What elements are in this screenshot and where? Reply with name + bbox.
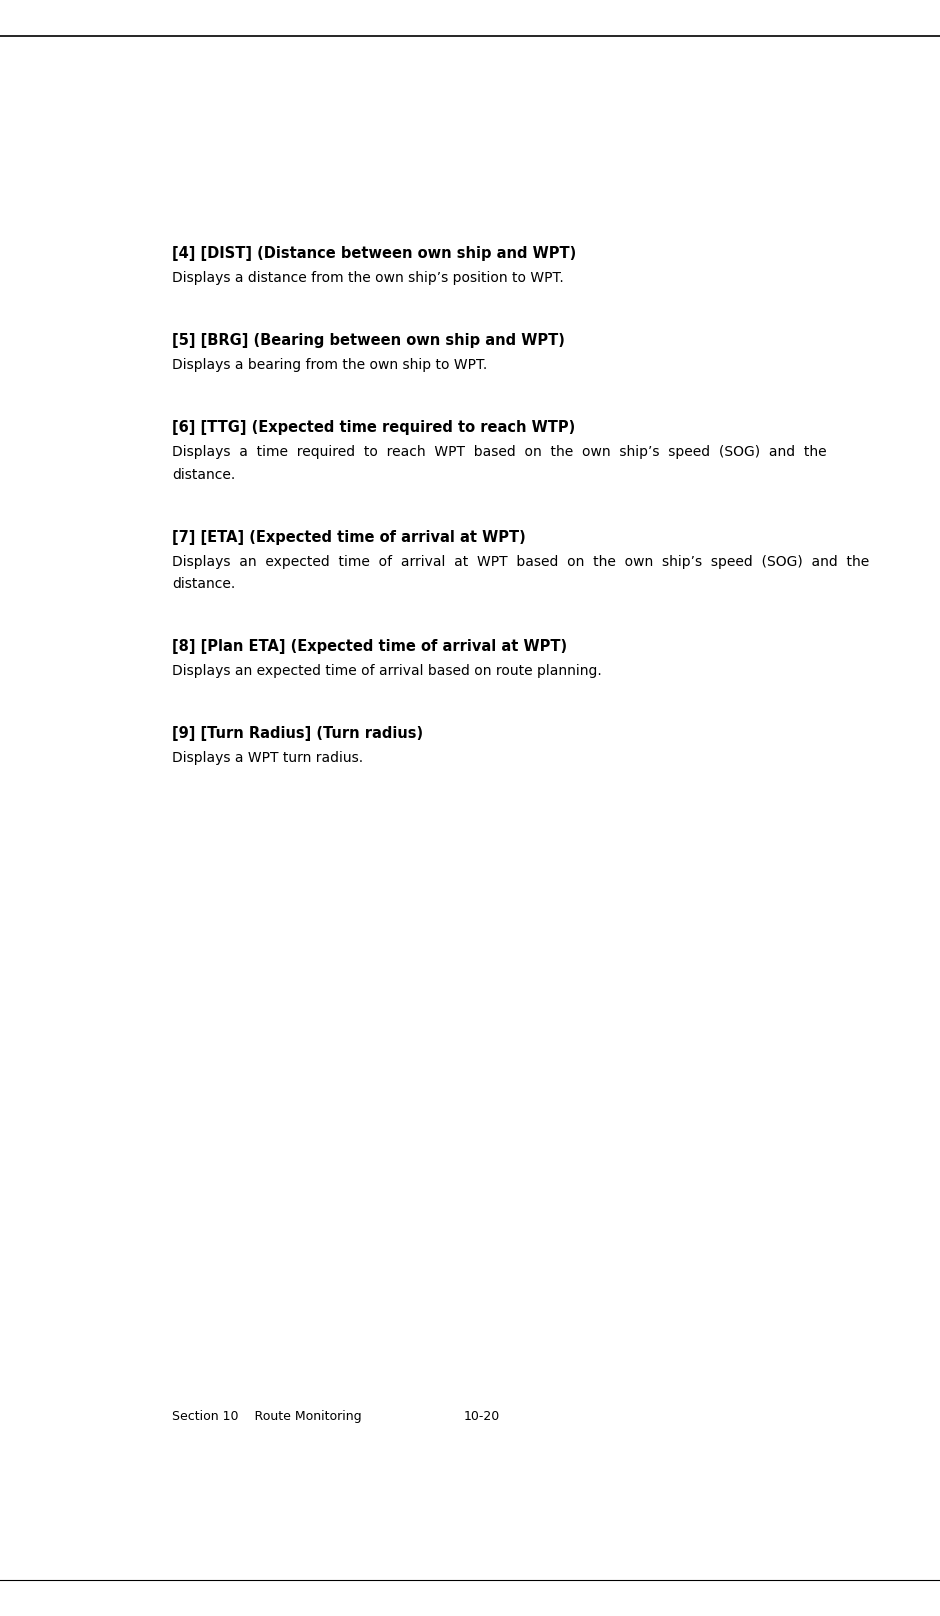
Text: Section 10    Route Monitoring: Section 10 Route Monitoring: [172, 1411, 362, 1424]
Text: distance.: distance.: [172, 577, 235, 591]
Text: [7] [ETA] (Expected time of arrival at WPT): [7] [ETA] (Expected time of arrival at W…: [172, 530, 525, 545]
Text: Displays a bearing from the own ship to WPT.: Displays a bearing from the own ship to …: [172, 359, 487, 372]
Text: [5] [BRG] (Bearing between own ship and WPT): [5] [BRG] (Bearing between own ship and …: [172, 333, 565, 349]
Text: Displays a distance from the own ship’s position to WPT.: Displays a distance from the own ship’s …: [172, 271, 564, 284]
Text: Displays  a  time  required  to  reach  WPT  based  on  the  own  ship’s  speed : Displays a time required to reach WPT ba…: [172, 446, 827, 459]
Text: Displays  an  expected  time  of  arrival  at  WPT  based  on  the  own  ship’s : Displays an expected time of arrival at …: [172, 554, 870, 569]
Text: [8] [Plan ETA] (Expected time of arrival at WPT): [8] [Plan ETA] (Expected time of arrival…: [172, 640, 567, 654]
Text: [4] [DIST] (Distance between own ship and WPT): [4] [DIST] (Distance between own ship an…: [172, 246, 576, 262]
Text: [9] [Turn Radius] (Turn radius): [9] [Turn Radius] (Turn radius): [172, 727, 423, 742]
Text: 10-20: 10-20: [463, 1411, 500, 1424]
Text: Displays a WPT turn radius.: Displays a WPT turn radius.: [172, 751, 363, 766]
Text: distance.: distance.: [172, 467, 235, 482]
Text: Displays an expected time of arrival based on route planning.: Displays an expected time of arrival bas…: [172, 664, 602, 679]
Text: [6] [TTG] (Expected time required to reach WTP): [6] [TTG] (Expected time required to rea…: [172, 420, 575, 435]
